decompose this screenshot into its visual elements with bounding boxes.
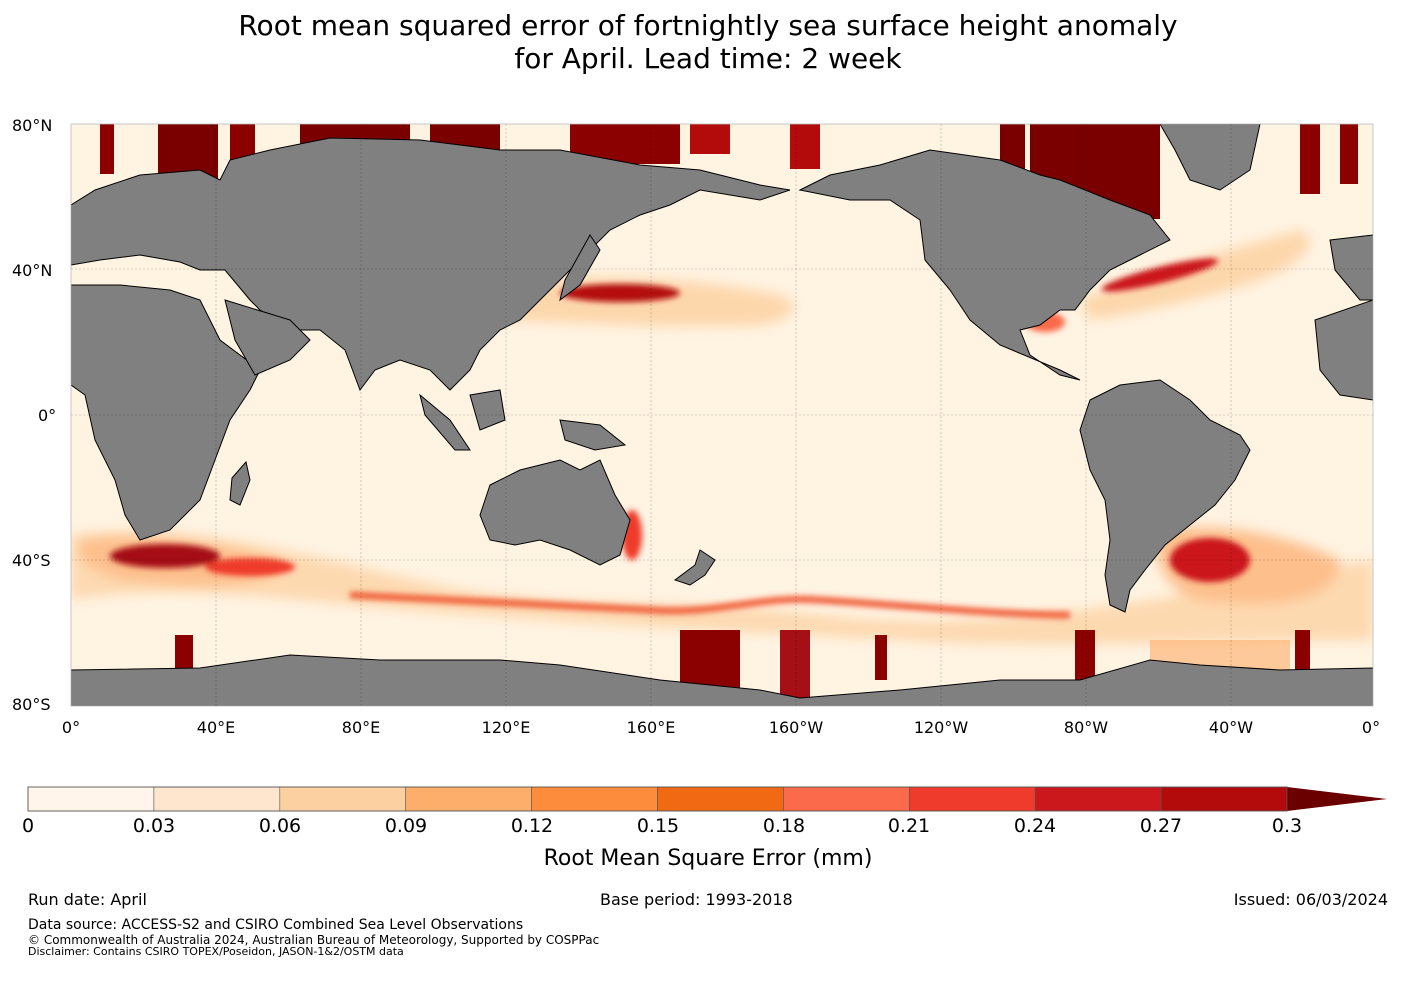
page-title-line-2: for April. Lead time: 2 week bbox=[514, 42, 902, 75]
colorbar-tick: 0 bbox=[21, 815, 35, 837]
core-gulfstream bbox=[1101, 258, 1219, 292]
land-new-guinea bbox=[559, 419, 627, 451]
lon-label-80e: 80°E bbox=[341, 718, 381, 737]
colorbar-tick: 0.09 bbox=[384, 815, 428, 837]
lat-label-80s: 80°S bbox=[12, 695, 51, 714]
issued-date: Issued: 06/03/2024 bbox=[1233, 890, 1388, 909]
colorbar-segment bbox=[1034, 786, 1162, 812]
land-australia bbox=[479, 459, 631, 566]
colorbar-segment bbox=[908, 786, 1036, 812]
colorbar-tick: 0.12 bbox=[510, 815, 554, 837]
lon-label-0-left: 0° bbox=[61, 718, 81, 737]
lat-label-0: 0° bbox=[38, 406, 57, 425]
lon-label-40w: 40°W bbox=[1208, 718, 1254, 737]
land-sumatra bbox=[419, 393, 471, 451]
colorbar-segment bbox=[279, 786, 406, 812]
core-kuroshio bbox=[560, 284, 680, 302]
colorbar-tick: 0.27 bbox=[1139, 815, 1183, 837]
land-north-america bbox=[798, 149, 1171, 381]
land-new-zealand bbox=[673, 549, 716, 586]
land-japan bbox=[559, 234, 601, 302]
colorbar-segment bbox=[531, 786, 658, 812]
lon-label-160e: 160°E bbox=[626, 718, 676, 737]
land-africa-west bbox=[1314, 299, 1373, 401]
land-antarctica bbox=[71, 654, 1373, 706]
map-frame bbox=[70, 123, 1374, 707]
land-madagascar bbox=[229, 460, 251, 506]
data-source: Data source: ACCESS-S2 and CSIRO Combine… bbox=[28, 917, 524, 933]
colorbar-segment bbox=[153, 786, 281, 812]
core-agulhas-2 bbox=[205, 558, 295, 576]
colorbar-label: Root Mean Square Error (mm) bbox=[543, 846, 873, 871]
colorbar-frame bbox=[27, 786, 1288, 812]
lat-label-40n: 40°N bbox=[12, 261, 53, 280]
colorbar-tick: 0.3 bbox=[1271, 815, 1303, 837]
run-date: Run date: April bbox=[28, 890, 147, 909]
colorbar-tick: 0.21 bbox=[887, 815, 931, 837]
band-gulfstream bbox=[1080, 230, 1310, 320]
colorbar-segment bbox=[657, 786, 784, 812]
copyright: © Commonwealth of Australia 2024, Austra… bbox=[28, 933, 600, 947]
land-europe-west bbox=[1329, 234, 1373, 301]
land-africa bbox=[71, 284, 261, 541]
base-period: Base period: 1993-2018 bbox=[600, 890, 793, 909]
lon-label-120w: 120°W bbox=[913, 718, 969, 737]
lat-label-80n: 80°N bbox=[12, 116, 53, 135]
lon-label-120e: 120°E bbox=[481, 718, 531, 737]
colorbar-segment bbox=[783, 786, 910, 812]
core-agulhas bbox=[110, 544, 220, 568]
colorbar-tick: 0.06 bbox=[258, 815, 302, 837]
land-south-america bbox=[1079, 379, 1251, 613]
page-title-line-1: Root mean squared error of fortnightly s… bbox=[238, 9, 1178, 42]
land-borneo bbox=[469, 389, 506, 431]
colorbar-tick: 0.03 bbox=[132, 815, 176, 837]
error-cores bbox=[110, 258, 1250, 619]
colorbar-tick: 0.24 bbox=[1013, 815, 1057, 837]
graticule bbox=[71, 124, 1373, 706]
land bbox=[71, 124, 1373, 706]
lon-label-40e: 40°E bbox=[196, 718, 236, 737]
colorbar bbox=[27, 786, 1387, 812]
land-greenland bbox=[1159, 124, 1261, 191]
land-arabia bbox=[224, 299, 311, 376]
lon-label-160w: 160°W bbox=[768, 718, 824, 737]
colorbar-segment bbox=[405, 786, 532, 812]
core-malvinas bbox=[1170, 538, 1250, 582]
colorbar-extend-arrow bbox=[1287, 787, 1387, 811]
lon-label-0-right: 0° bbox=[1361, 718, 1381, 737]
colorbar-tick: 0.18 bbox=[762, 815, 806, 837]
disclaimer: Disclaimer: Contains CSIRO TOPEX/Poseido… bbox=[28, 945, 404, 958]
colorbar-segment bbox=[27, 786, 155, 812]
core-acc bbox=[349, 591, 1071, 619]
lat-label-40s: 40°S bbox=[12, 551, 51, 570]
colorbar-tick: 0.15 bbox=[636, 815, 680, 837]
colorbar-segment bbox=[1160, 786, 1288, 812]
lon-label-80w: 80°W bbox=[1063, 718, 1109, 737]
rmse-map bbox=[70, 123, 1374, 707]
